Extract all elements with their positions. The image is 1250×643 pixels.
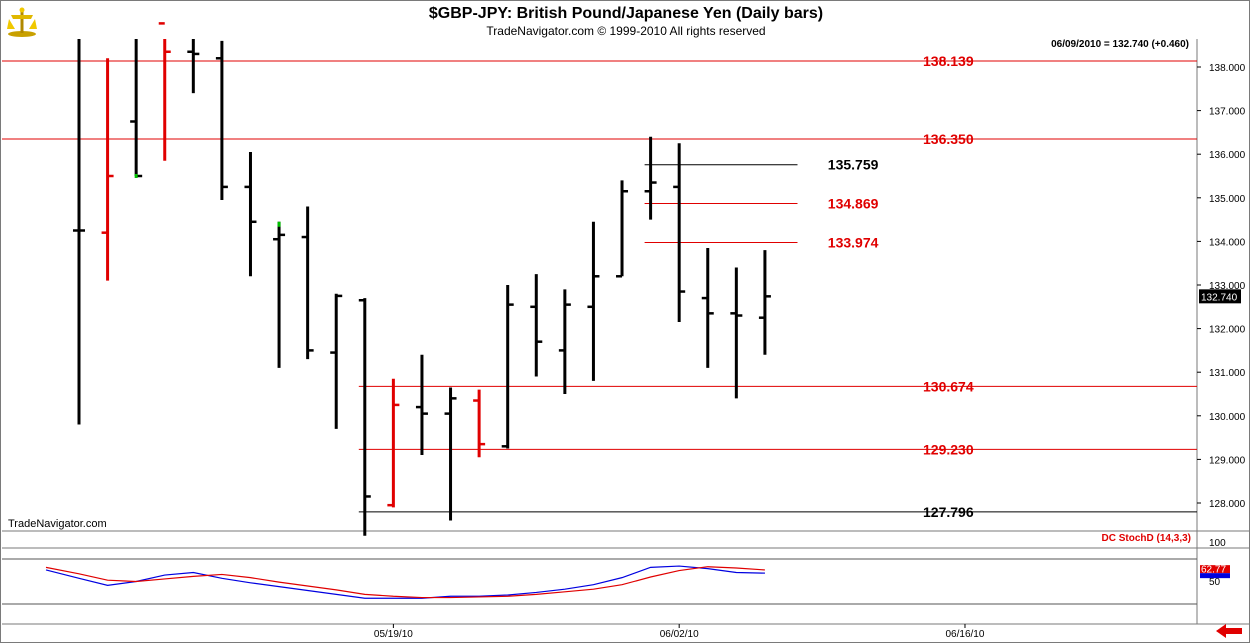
copyright-notice: TradeNavigator.com © 1999-2010 All right… xyxy=(486,24,766,38)
price-tag-box xyxy=(1199,289,1241,304)
price-axis-tick-label: 130.000 xyxy=(1209,412,1246,423)
indicator-axis-label: 100 xyxy=(1209,538,1226,549)
price-axis-tick-label: 135.000 xyxy=(1209,194,1246,205)
price-axis-tick-label: 132.000 xyxy=(1209,325,1246,336)
stochastic-d-line xyxy=(45,566,765,599)
last-quote-readout: 06/09/2010 = 132.740 (+0.460) xyxy=(1051,39,1189,50)
price-axis-tick-label: 137.000 xyxy=(1209,107,1246,118)
indicator-axis-label: 50 xyxy=(1209,577,1221,588)
price-axis-tick-label: 129.000 xyxy=(1209,455,1246,466)
price-axis-tick-label: 131.000 xyxy=(1209,368,1246,379)
indicator-name: DC StochD (14,3,3) xyxy=(1101,533,1191,544)
stochastic-k-line xyxy=(45,565,765,599)
level-label: 130.674 xyxy=(923,378,974,394)
level-label: 136.350 xyxy=(923,131,974,147)
price-tag: 132.740 xyxy=(1201,292,1238,303)
stochastic-value-tag-red xyxy=(1200,565,1230,574)
watermark-text: TradeNavigator.com xyxy=(8,518,107,530)
chart-title: $GBP-JPY: British Pound/Japanese Yen (Da… xyxy=(428,5,824,22)
scroll-back-arrow-icon[interactable] xyxy=(1214,623,1244,639)
level-label: 133.974 xyxy=(828,235,879,251)
level-label: 134.869 xyxy=(828,196,879,212)
price-axis-tick-label: 128.000 xyxy=(1209,499,1246,510)
time-axis-label: 06/02/10 xyxy=(660,629,699,640)
level-label: 135.759 xyxy=(828,157,879,173)
price-axis-tick-label: 134.000 xyxy=(1209,237,1246,248)
level-label: 127.796 xyxy=(923,504,974,520)
level-label: 129.230 xyxy=(923,441,974,457)
stochastic-value-tag-blue xyxy=(1200,573,1230,579)
stochastic-value-label: 62.77 xyxy=(1201,565,1226,576)
time-axis-label: 06/16/10 xyxy=(946,629,985,640)
price-axis-tick-label: 133.000 xyxy=(1209,281,1246,292)
level-label: 138.139 xyxy=(923,53,974,69)
price-axis-tick-label: 136.000 xyxy=(1209,150,1246,161)
price-axis-tick-label: 138.000 xyxy=(1209,63,1246,74)
time-axis-label: 05/19/10 xyxy=(374,629,413,640)
trade-navigator-logo[interactable] xyxy=(5,5,39,39)
